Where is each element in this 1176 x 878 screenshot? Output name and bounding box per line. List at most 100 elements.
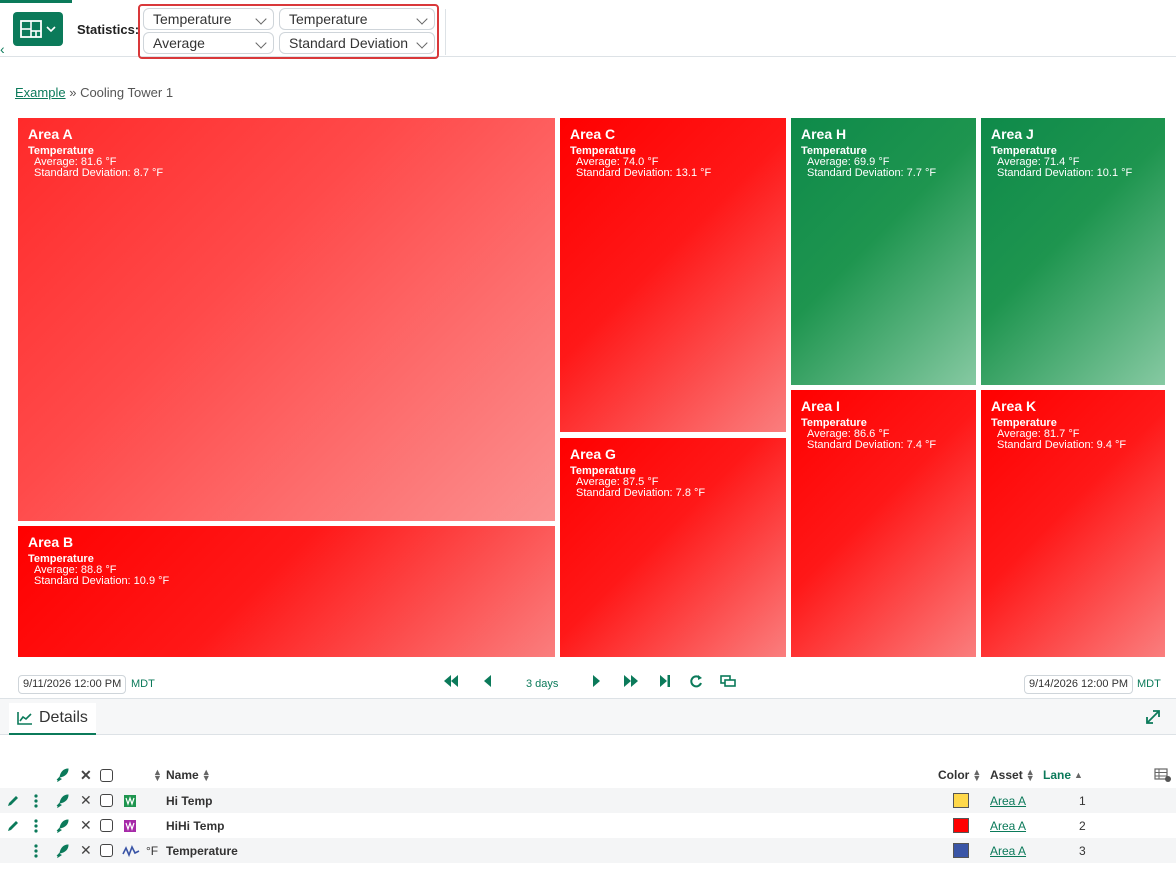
tab-label: Details: [39, 709, 88, 726]
start-time-input[interactable]: 9/11/2026 12:00 PM: [18, 675, 127, 694]
column-label: Color: [938, 768, 970, 782]
statistic-2-aggregate-select[interactable]: Standard Deviation: [279, 32, 435, 54]
asset-label: Area A: [990, 793, 1027, 808]
table-row[interactable]: ✕ HiHi Temp Area A 2: [0, 813, 1176, 838]
treemap-tile-area-b[interactable]: Area B Temperature Average: 88.8 °F Stan…: [18, 526, 555, 657]
signal-icon: [122, 838, 140, 863]
treemap-tile-area-g[interactable]: Area G Temperature Average: 87.5 °F Stan…: [560, 438, 786, 657]
tile-title: Area J: [991, 126, 1034, 142]
remove-icon[interactable]: ✕: [80, 842, 92, 858]
more-options-icon[interactable]: [34, 788, 38, 813]
sort-ascending-icon: ▲: [1074, 770, 1083, 780]
row-color-swatch[interactable]: [953, 838, 969, 863]
tile-stat-stddev: Standard Deviation: 9.4 °F: [997, 439, 1127, 451]
breadcrumb-current: Cooling Tower 1: [80, 85, 174, 100]
tile-metric: Temperature: [801, 417, 867, 429]
chevron-down-icon: [255, 37, 267, 49]
breadcrumb-root-link[interactable]: Example: [15, 85, 66, 100]
treemap-tile-area-k[interactable]: Area K Temperature Average: 81.7 °F Stan…: [981, 390, 1165, 657]
edit-icon[interactable]: [6, 788, 20, 813]
tile-stat-average: Average: 86.6 °F: [807, 428, 890, 440]
toolbar-divider: [445, 9, 446, 55]
row-checkbox[interactable]: [100, 788, 113, 813]
step-back-full-button[interactable]: [442, 673, 460, 692]
start-timezone[interactable]: MDT: [131, 678, 155, 690]
tile-stat-average: Average: 81.7 °F: [997, 428, 1080, 440]
row-asset-link[interactable]: Area A: [990, 813, 1026, 838]
asset-label: Area A: [990, 843, 1027, 858]
end-timezone[interactable]: MDT: [1137, 678, 1161, 690]
tab-details[interactable]: Details: [9, 703, 96, 735]
sort-indicator-icon[interactable]: ▲ ▼: [153, 767, 162, 783]
column-header-asset[interactable]: Asset ▲ ▼: [990, 765, 1038, 785]
tile-stat-average: Average: 87.5 °F: [576, 476, 659, 488]
edit-icon[interactable]: [6, 813, 20, 838]
more-options-icon[interactable]: [34, 813, 38, 838]
table-row[interactable]: ✕ Hi Temp Area A 1: [0, 788, 1176, 813]
double-chevron-right-icon: [624, 675, 638, 687]
rocket-icon[interactable]: [55, 788, 69, 813]
treemap-tile-area-c[interactable]: Area C Temperature Average: 74.0 °F Stan…: [560, 118, 786, 432]
statistics-selector-group: Temperature Temperature Average Standard…: [138, 4, 439, 59]
statistic-1-aggregate-select[interactable]: Average: [143, 32, 274, 54]
table-row[interactable]: ✕ °F Temperature Area A 3: [0, 838, 1176, 863]
double-chevron-left-icon: [444, 675, 458, 687]
statistic-2-signal-select[interactable]: Temperature: [279, 8, 435, 30]
select-value: Temperature: [289, 11, 368, 27]
tile-title: Area C: [570, 126, 616, 142]
column-label: Name: [166, 768, 199, 782]
select-value: Temperature: [153, 11, 232, 27]
step-forward-button[interactable]: [591, 673, 603, 692]
tile-stat-average: Average: 71.4 °F: [997, 156, 1080, 168]
tile-stat-stddev: Standard Deviation: 7.7 °F: [807, 167, 937, 179]
row-color-swatch[interactable]: [953, 813, 969, 838]
duration-selector[interactable]: 3 days: [526, 678, 559, 690]
step-back-button[interactable]: [481, 673, 493, 692]
row-asset-link[interactable]: Area A: [990, 788, 1026, 813]
rocket-icon[interactable]: [55, 813, 69, 838]
step-forward-full-button[interactable]: [622, 673, 640, 692]
column-header-name[interactable]: Name ▲ ▼: [166, 765, 214, 785]
visualization-menu-button[interactable]: [13, 12, 63, 46]
treemap-tile-area-h[interactable]: Area H Temperature Average: 69.9 °F Stan…: [791, 118, 976, 385]
row-checkbox[interactable]: [100, 813, 113, 838]
rocket-icon[interactable]: [55, 838, 69, 863]
expand-panel-button[interactable]: [1144, 708, 1162, 731]
chevron-right-icon: [593, 675, 600, 687]
tile-title: Area I: [801, 398, 840, 414]
treemap-tile-area-a[interactable]: Area A Temperature Average: 81.6 °F Stan…: [18, 118, 555, 521]
row-unit: °F: [146, 843, 159, 858]
time-range-options-button[interactable]: [719, 673, 737, 692]
tile-title: Area G: [570, 446, 616, 462]
column-header-color[interactable]: Color ▲ ▼: [938, 765, 984, 785]
treemap-tile-area-j[interactable]: Area J Temperature Average: 71.4 °F Stan…: [981, 118, 1165, 385]
tile-stat-stddev: Standard Deviation: 8.7 °F: [34, 167, 164, 179]
step-to-now-button[interactable]: [658, 673, 672, 692]
column-header-lane[interactable]: Lane ▲: [1043, 765, 1086, 785]
end-time-input[interactable]: 9/14/2026 12:00 PM: [1024, 675, 1134, 694]
active-tab-indicator: [0, 0, 72, 3]
remove-icon[interactable]: ✕: [80, 817, 92, 833]
row-asset-link[interactable]: Area A: [990, 838, 1026, 863]
more-options-icon[interactable]: [34, 838, 38, 863]
remove-all-icon[interactable]: ✕: [80, 766, 92, 783]
tile-title: Area B: [28, 534, 74, 550]
treemap-icon: [20, 20, 42, 38]
treemap-tile-area-i[interactable]: Area I Temperature Average: 86.6 °F Stan…: [791, 390, 976, 657]
rocket-icon[interactable]: [55, 765, 69, 785]
select-all-checkbox[interactable]: [100, 765, 113, 785]
chart-line-icon: [17, 712, 32, 725]
row-color-swatch[interactable]: [953, 788, 969, 813]
tile-stat-average: Average: 88.8 °F: [34, 564, 117, 576]
remove-icon[interactable]: ✕: [80, 792, 92, 808]
statistic-1-signal-select[interactable]: Temperature: [143, 8, 274, 30]
column-options-button[interactable]: [1154, 765, 1172, 785]
toolbar: ‹ Statistics: Temperature Temperature Av…: [0, 3, 1176, 59]
row-checkbox[interactable]: [100, 838, 113, 863]
column-label: Asset: [990, 768, 1023, 782]
refresh-button[interactable]: [689, 673, 703, 692]
sort-icon: ▲ ▼: [201, 767, 211, 783]
collapse-left-icon[interactable]: ‹: [0, 41, 5, 57]
tile-title: Area H: [801, 126, 847, 142]
tile-stat-average: Average: 74.0 °F: [576, 156, 659, 168]
